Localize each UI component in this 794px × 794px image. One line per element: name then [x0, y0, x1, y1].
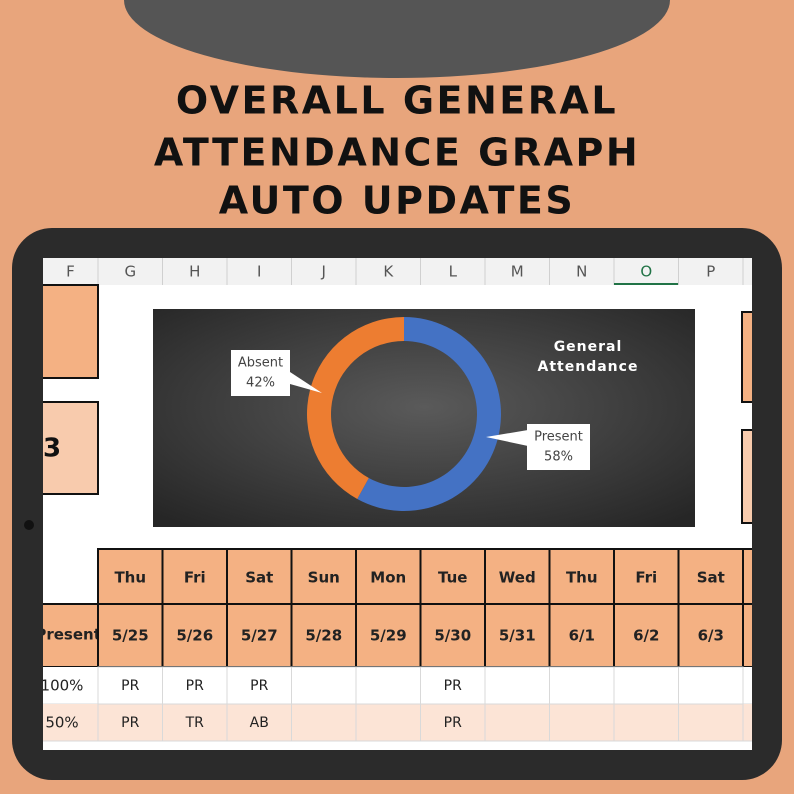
column-letter: F: [66, 263, 75, 281]
date-cell: [419, 603, 486, 668]
spreadsheet: F G H I J K L M N O P 3 Present 58% Absent 42% % Present…: [15, 258, 752, 742]
day-cell: [161, 548, 228, 605]
slice-value: 58%: [544, 450, 573, 465]
day-cell: [677, 548, 744, 605]
day-label: Thu: [566, 569, 598, 587]
side-cell-text: 3: [43, 434, 61, 464]
day-label: Tue: [438, 569, 467, 587]
slice-label: Present: [534, 430, 583, 445]
attendance-code: PR: [444, 715, 462, 731]
column-letter: N: [576, 263, 587, 281]
top-shape: [124, 0, 670, 78]
date-cell: [613, 603, 680, 668]
day-label: Mon: [370, 569, 406, 587]
column-letter: L: [449, 263, 458, 281]
date-cell: [290, 603, 357, 668]
column-letter: M: [511, 263, 524, 281]
column-letter: G: [124, 263, 136, 281]
row-bg: [43, 667, 752, 704]
callout-pointer: [486, 430, 528, 446]
percent-cell: 50%: [45, 714, 78, 732]
date-cell: [355, 603, 422, 668]
date-label: 5/31: [499, 627, 536, 645]
headline: ATTENDANCE GRAPH: [154, 131, 640, 175]
row-bg: [43, 704, 752, 741]
callout-box: [527, 424, 590, 470]
side-cell: [741, 311, 752, 403]
date-cell: [226, 603, 293, 668]
day-label: Sun: [308, 569, 340, 587]
headline: AUTO UPDATES: [219, 179, 576, 223]
date-cell: [161, 603, 228, 668]
day-cell: [419, 548, 486, 605]
day-cell: [226, 548, 293, 605]
date-label: 5/29: [370, 627, 407, 645]
column-header-bar: [43, 258, 752, 285]
headline: OVERALL GENERAL: [176, 79, 618, 123]
date-label: 6/3: [698, 627, 724, 645]
column-letter: I: [257, 263, 261, 281]
date-label: 5/30: [434, 627, 471, 645]
date-label: 5/26: [176, 627, 213, 645]
callout-box: [231, 350, 290, 396]
date-label: 5/28: [305, 627, 342, 645]
side-cell: [43, 401, 99, 495]
donut-slice: [307, 317, 404, 500]
date-cell: [742, 603, 752, 668]
day-label: Fri: [184, 569, 206, 587]
day-label: Sat: [697, 569, 725, 587]
day-label: Thu: [114, 569, 146, 587]
date-label: 6/2: [633, 627, 659, 645]
percent-cell: 100%: [41, 677, 84, 695]
row-header: % Present: [15, 626, 101, 644]
column-letter: O: [640, 263, 652, 281]
header-cell: [43, 603, 99, 668]
day-cell: [484, 548, 551, 605]
date-label: 6/1: [569, 627, 595, 645]
donut-slice: [357, 317, 501, 511]
day-label: Fri: [635, 569, 657, 587]
attendance-code: PR: [250, 678, 268, 694]
attendance-code: AB: [250, 715, 269, 731]
date-cell: [548, 603, 615, 668]
day-label: Sat: [245, 569, 273, 587]
attendance-code: PR: [121, 678, 139, 694]
column-letter: K: [383, 263, 394, 281]
slice-label: Absent: [238, 356, 283, 371]
side-cell: [741, 429, 752, 524]
column-letter: P: [706, 263, 715, 281]
attendance-code: PR: [444, 678, 462, 694]
slice-value: 42%: [246, 376, 275, 391]
day-label: Wed: [499, 569, 536, 587]
date-label: 5/27: [241, 627, 278, 645]
column-letter: J: [321, 263, 326, 281]
side-cell: [43, 284, 99, 379]
callout-pointer: [290, 372, 322, 393]
date-label: 5/25: [112, 627, 149, 645]
date-cell: [677, 603, 744, 668]
attendance-code: PR: [121, 715, 139, 731]
camera: [24, 520, 34, 530]
attendance-code: TR: [185, 715, 205, 731]
chart-title: General Attendance: [537, 339, 639, 375]
day-cell: [742, 548, 752, 605]
column-letter: H: [189, 263, 200, 281]
attendance-code: PR: [186, 678, 204, 694]
